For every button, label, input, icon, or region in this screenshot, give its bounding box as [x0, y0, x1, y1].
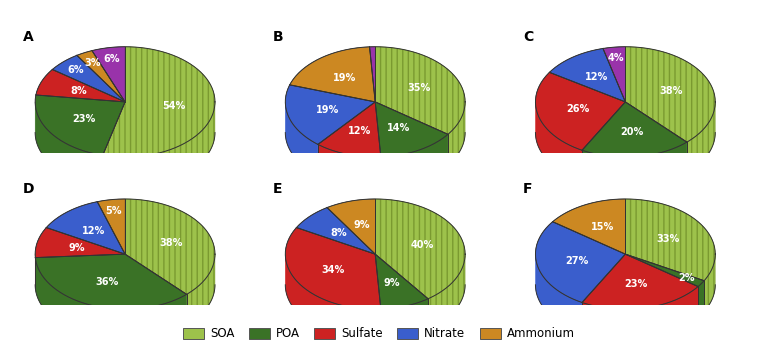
- Text: 23%: 23%: [73, 114, 96, 124]
- Polygon shape: [103, 103, 215, 188]
- Polygon shape: [46, 202, 125, 254]
- Polygon shape: [375, 47, 465, 134]
- Text: A: A: [23, 30, 33, 44]
- Polygon shape: [381, 134, 448, 188]
- Polygon shape: [687, 102, 716, 173]
- Polygon shape: [36, 70, 125, 102]
- Polygon shape: [375, 102, 448, 157]
- Text: 6%: 6%: [103, 54, 120, 64]
- Polygon shape: [370, 47, 375, 102]
- Polygon shape: [77, 51, 125, 102]
- Text: 33%: 33%: [656, 234, 679, 244]
- Polygon shape: [52, 55, 125, 102]
- Polygon shape: [582, 286, 698, 340]
- Text: D: D: [23, 182, 34, 196]
- Text: 8%: 8%: [70, 86, 87, 96]
- Text: 5%: 5%: [105, 206, 122, 216]
- Polygon shape: [35, 95, 125, 155]
- Polygon shape: [290, 47, 375, 102]
- Text: E: E: [273, 182, 283, 196]
- Polygon shape: [625, 199, 716, 281]
- Polygon shape: [125, 199, 215, 294]
- Polygon shape: [285, 85, 375, 144]
- Text: 12%: 12%: [349, 126, 371, 136]
- Text: 14%: 14%: [387, 124, 411, 134]
- Polygon shape: [318, 144, 381, 188]
- Polygon shape: [296, 208, 375, 254]
- Polygon shape: [535, 101, 582, 181]
- Polygon shape: [582, 254, 698, 309]
- Polygon shape: [550, 48, 625, 102]
- Text: 12%: 12%: [82, 226, 105, 236]
- Text: 36%: 36%: [96, 277, 118, 288]
- Polygon shape: [375, 254, 428, 309]
- Polygon shape: [285, 228, 381, 309]
- Polygon shape: [698, 281, 704, 317]
- Text: 6%: 6%: [67, 65, 84, 75]
- Text: F: F: [523, 182, 533, 196]
- Text: 15%: 15%: [591, 222, 615, 232]
- Text: 27%: 27%: [565, 256, 589, 266]
- Text: 35%: 35%: [408, 83, 431, 93]
- Text: 23%: 23%: [625, 279, 648, 289]
- Text: C: C: [523, 30, 534, 44]
- Text: 40%: 40%: [411, 240, 434, 250]
- Text: 19%: 19%: [316, 106, 340, 115]
- Polygon shape: [553, 199, 625, 254]
- Text: 4%: 4%: [608, 53, 625, 63]
- Text: 9%: 9%: [353, 220, 370, 230]
- Polygon shape: [625, 254, 704, 286]
- Polygon shape: [35, 228, 125, 258]
- Text: 9%: 9%: [384, 278, 400, 288]
- Polygon shape: [318, 102, 381, 157]
- Text: 38%: 38%: [659, 86, 683, 96]
- Polygon shape: [582, 102, 687, 157]
- Polygon shape: [582, 142, 687, 188]
- Text: 38%: 38%: [159, 238, 183, 248]
- Polygon shape: [704, 254, 716, 311]
- Text: 8%: 8%: [330, 228, 347, 238]
- Polygon shape: [535, 72, 625, 150]
- Polygon shape: [428, 255, 465, 329]
- Text: 20%: 20%: [620, 127, 644, 137]
- Polygon shape: [36, 254, 186, 309]
- Text: 9%: 9%: [68, 243, 85, 253]
- Polygon shape: [36, 258, 186, 340]
- Text: 12%: 12%: [584, 72, 608, 82]
- Text: 2%: 2%: [678, 273, 694, 283]
- Polygon shape: [103, 47, 215, 157]
- Polygon shape: [285, 102, 318, 175]
- Polygon shape: [92, 47, 125, 102]
- Text: 3%: 3%: [84, 57, 101, 67]
- Polygon shape: [535, 254, 582, 333]
- Text: 19%: 19%: [334, 73, 356, 83]
- Polygon shape: [186, 254, 215, 325]
- Polygon shape: [97, 199, 125, 254]
- Text: 54%: 54%: [162, 101, 186, 111]
- Polygon shape: [381, 299, 428, 340]
- Polygon shape: [535, 222, 625, 302]
- Text: 26%: 26%: [565, 104, 589, 115]
- Text: 34%: 34%: [322, 265, 345, 275]
- Polygon shape: [285, 255, 381, 340]
- Polygon shape: [448, 103, 465, 165]
- Polygon shape: [35, 102, 103, 186]
- Legend: SOA, POA, Sulfate, Nitrate, Ammonium: SOA, POA, Sulfate, Nitrate, Ammonium: [178, 323, 580, 345]
- Polygon shape: [327, 199, 375, 254]
- Polygon shape: [625, 47, 716, 142]
- Text: B: B: [273, 30, 283, 44]
- Polygon shape: [603, 47, 625, 102]
- Polygon shape: [375, 199, 465, 299]
